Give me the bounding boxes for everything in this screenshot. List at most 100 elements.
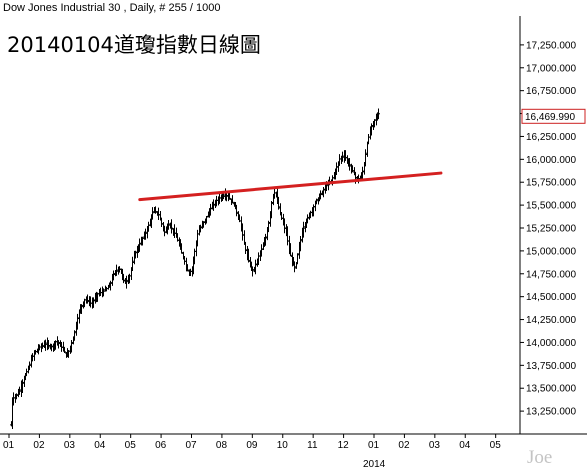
ohlc-bar <box>251 266 254 277</box>
ohlc-bar <box>44 339 47 351</box>
ohlc-bar <box>231 195 234 204</box>
ohlc-bar <box>241 223 244 241</box>
price-tick-label: 15,750.000 <box>526 178 576 189</box>
ohlc-bar <box>138 238 141 252</box>
price-tick-label: 13,500.000 <box>526 384 576 395</box>
ohlc-bar <box>70 340 73 353</box>
date-tick-label: 10 <box>277 440 289 451</box>
ohlc-bar <box>141 236 144 246</box>
ohlc-bar <box>122 273 125 284</box>
price-tick-label: 15,500.000 <box>526 201 576 212</box>
ohlc-bar <box>348 158 351 171</box>
last-price-box <box>521 108 586 124</box>
last-price-marker: 16,469.990 <box>521 108 586 124</box>
ohlc-bar <box>306 214 309 224</box>
price-tick-label: 14,500.000 <box>526 292 576 303</box>
date-tick-label: 02 <box>398 440 410 451</box>
date-tick-label: 04 <box>459 440 471 451</box>
ohlc-bar <box>264 233 267 246</box>
ohlc-bar <box>335 162 338 175</box>
ohlc-bar <box>76 313 79 330</box>
ohlc-bar <box>41 342 44 349</box>
price-tick-label: 16,750.000 <box>526 86 576 97</box>
ohlc-bar <box>296 253 299 265</box>
resistance-trendline <box>138 171 443 202</box>
ohlc-bar <box>289 243 292 257</box>
ohlc-bar <box>86 294 89 304</box>
ohlc-bar <box>228 192 231 200</box>
ohlc-bar <box>80 304 83 315</box>
ohlc-bar <box>47 340 50 350</box>
ohlc-bar <box>57 340 60 349</box>
ohlc-bar <box>28 361 31 371</box>
ohlc-bar <box>267 220 270 233</box>
date-tick-label: 07 <box>186 440 198 451</box>
price-tick-label: 17,000.000 <box>526 63 576 74</box>
date-axis: 01 02 03 04 05 06 07 08 09 10 11 12 01 02 03 04 05 2014 <box>3 434 501 470</box>
ohlc-bar <box>115 264 118 276</box>
ohlc-bar <box>18 386 21 395</box>
ohlc-bar <box>109 280 112 291</box>
chart-title: 20140104道瓊指數日線圖 <box>7 33 261 57</box>
price-tick-label: 14,750.000 <box>526 269 576 280</box>
ohlc-bars <box>10 108 380 430</box>
watermark: Joe <box>527 447 552 468</box>
date-tick-label: 08 <box>216 440 228 451</box>
ohlc-bar <box>202 221 205 228</box>
ohlc-bar <box>151 207 154 220</box>
ohlc-bar <box>209 203 212 216</box>
ohlc-bar <box>131 256 134 271</box>
ohlc-bar <box>154 206 157 214</box>
ohlc-bar <box>270 201 273 219</box>
chart-header: Dow Jones Industrial 30 , Daily, # 255 /… <box>3 2 220 14</box>
ohlc-bar <box>112 270 115 281</box>
ohlc-bar <box>102 288 105 297</box>
ohlc-bar <box>280 212 283 220</box>
ohlc-bar <box>361 166 364 179</box>
ohlc-bar <box>277 196 280 210</box>
ohlc-bar <box>351 165 354 173</box>
ohlc-bar <box>235 204 238 217</box>
price-tick-label: 14,000.000 <box>526 338 576 349</box>
ohlc-bar <box>15 393 18 400</box>
date-tick-label: 03 <box>64 440 76 451</box>
price-tick-label: 14,250.000 <box>526 315 576 326</box>
price-tick-label: 16,250.000 <box>526 132 576 143</box>
price-tick-label: 13,250.000 <box>526 407 576 418</box>
ohlc-bar <box>244 241 247 254</box>
ohlc-bar <box>63 346 66 353</box>
ohlc-bar <box>225 192 228 202</box>
date-tick-label: 11 <box>307 440 318 451</box>
ohlc-bar <box>205 215 208 224</box>
date-tick-label: 01 <box>3 440 15 451</box>
price-tick-label: 15,250.000 <box>526 224 576 235</box>
ohlc-bar <box>322 186 325 198</box>
ohlc-bar <box>377 108 380 120</box>
year-label: 2014 <box>363 459 386 470</box>
price-tick-label: 16,000.000 <box>526 155 576 166</box>
ohlc-bar <box>319 190 322 200</box>
ohlc-bar <box>21 379 24 393</box>
ohlc-bar <box>186 264 189 272</box>
ohlc-bar <box>144 228 147 240</box>
ohlc-bar <box>50 343 53 352</box>
last-price-label: 16,469.990 <box>525 112 575 123</box>
ohlc-bar <box>157 207 160 220</box>
ohlc-bar <box>199 224 202 233</box>
ohlc-bar <box>299 236 302 252</box>
ohlc-bar <box>254 259 257 275</box>
ohlc-bar <box>367 133 370 145</box>
date-tick-label: 03 <box>429 440 441 451</box>
ohlc-bar <box>167 219 170 230</box>
price-tick-label: 13,750.000 <box>526 361 576 372</box>
ohlc-bar <box>302 221 305 238</box>
ohlc-bar <box>315 198 318 205</box>
ohlc-bar <box>293 261 296 273</box>
price-axis: 13,250.000 13,500.000 13,750.000 14,000.000… <box>520 40 576 418</box>
ohlc-bar <box>170 219 173 234</box>
ohlc-bar <box>134 250 137 259</box>
ohlc-bar <box>341 151 344 162</box>
price-tick-label: 15,000.000 <box>526 246 576 257</box>
date-tick-label: 01 <box>368 440 380 451</box>
